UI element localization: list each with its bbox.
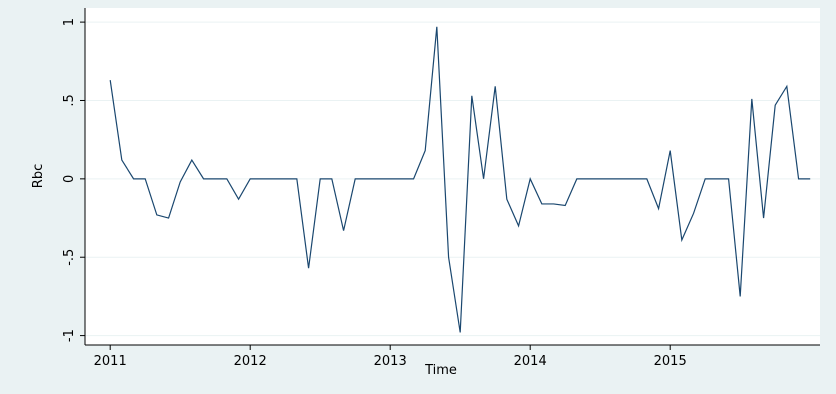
x-tick-label: 2012 bbox=[234, 354, 267, 369]
x-tick-label: 2013 bbox=[374, 354, 407, 369]
y-tick-label: -1 bbox=[62, 329, 77, 342]
data-line bbox=[109, 26, 811, 333]
y-tick-label: 0 bbox=[62, 175, 77, 183]
y-axis-label: Rbc bbox=[31, 164, 46, 188]
y-tick-label: -.5 bbox=[62, 249, 77, 266]
x-tick-label: 2014 bbox=[514, 354, 547, 369]
x-axis-label: Time bbox=[424, 363, 457, 378]
x-tick-label: 2015 bbox=[654, 354, 687, 369]
x-tick-label: 2011 bbox=[94, 354, 127, 369]
y-tick-label: 1 bbox=[62, 18, 77, 26]
y-tick-label: .5 bbox=[62, 94, 77, 106]
plot-area bbox=[85, 8, 820, 345]
